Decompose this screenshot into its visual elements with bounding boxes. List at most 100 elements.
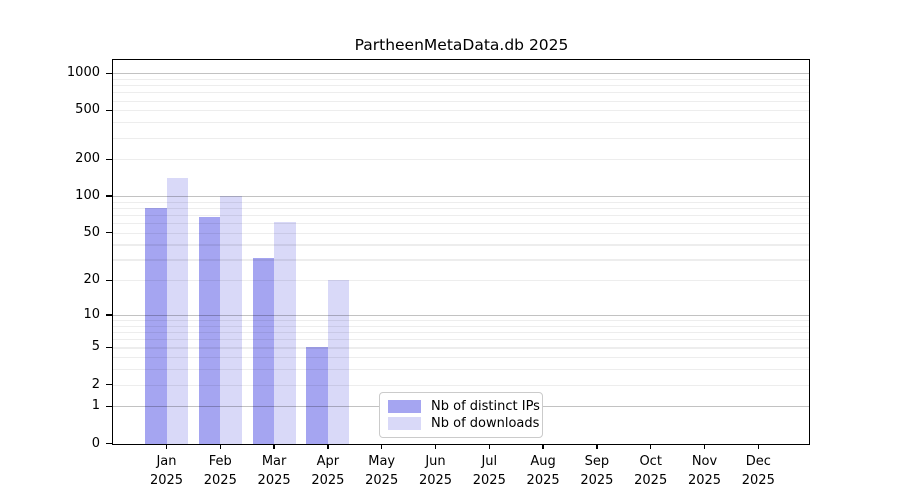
x-tick-year: 2025 [634, 472, 668, 488]
gridline-major [113, 314, 810, 317]
y-tick-mark [106, 346, 112, 349]
x-tick-mark [703, 444, 706, 449]
gridline-minor [113, 339, 810, 341]
y-tick-mark [106, 72, 112, 74]
legend-label-downloads: Nb of downloads [431, 416, 540, 431]
y-tick-mark [106, 383, 112, 386]
x-tick-year: 2025 [311, 472, 345, 488]
bar-distinct-ips-feb [198, 217, 221, 444]
y-tick-label: 2 [91, 376, 100, 392]
gridline-minor [113, 137, 810, 139]
x-tick-label-jun: Jun 2025 [408, 453, 464, 490]
y-tick-mark [106, 109, 112, 112]
y-tick-label: 100 [75, 188, 100, 204]
x-tick-label-dec: Dec 2025 [730, 453, 786, 490]
x-tick-year: 2025 [580, 472, 614, 488]
bar-downloads-jan [166, 177, 188, 444]
gridline-minor [113, 78, 810, 80]
y-tick-label: 10 [83, 306, 100, 322]
x-tick-mark [165, 444, 168, 449]
x-tick-mark [434, 444, 437, 449]
y-tick-mark [106, 158, 112, 160]
x-tick-year: 2025 [257, 472, 291, 488]
gridline-minor [113, 347, 810, 349]
gridline-minor [113, 325, 810, 327]
x-tick-label-feb: Feb 2025 [192, 453, 248, 490]
y-tick-label: 1 [91, 398, 100, 414]
gridline-minor [113, 384, 810, 386]
gridline-major [113, 73, 810, 75]
x-tick-mark [327, 444, 329, 449]
legend-swatch-downloads [388, 417, 421, 430]
gridline-minor [113, 357, 810, 359]
x-tick-month: Sep [584, 454, 610, 469]
x-tick-month: Mar [261, 454, 287, 469]
x-tick-month: Apr [316, 454, 340, 469]
y-tick-label: 5 [91, 339, 100, 355]
x-tick-month: Jul [481, 454, 498, 469]
gridline-minor [113, 215, 810, 217]
y-tick-label: 500 [75, 102, 100, 118]
x-tick-year: 2025 [203, 472, 237, 488]
gridline-minor [113, 223, 810, 225]
gridline-minor [113, 122, 810, 124]
x-tick-label-oct: Oct 2025 [623, 453, 679, 490]
y-tick-label: 20 [83, 272, 100, 288]
x-tick-label-apr: Apr 2025 [300, 453, 356, 490]
bar-downloads-apr [327, 280, 350, 444]
x-tick-mark [381, 444, 383, 449]
x-tick-label-jul: Jul 2025 [461, 453, 517, 490]
y-tick-mark [106, 279, 112, 282]
legend: Nb of distinct IPs Nb of downloads [379, 392, 543, 438]
x-tick-mark [596, 444, 598, 449]
gridline-minor [113, 110, 810, 112]
x-tick-mark [219, 444, 221, 449]
x-tick-year: 2025 [687, 472, 722, 488]
x-tick-month: Jun [425, 454, 446, 469]
gridline-minor [113, 259, 810, 261]
x-tick-label-nov: Nov 2025 [677, 453, 733, 490]
x-tick-month: Dec [745, 454, 771, 469]
gridline-minor [113, 100, 810, 102]
x-tick-month: Feb [208, 454, 232, 469]
gridline-minor [113, 244, 810, 246]
gridline-minor [113, 369, 810, 371]
chart-title: PartheenMetaData.db 2025 [354, 36, 569, 54]
bar-distinct-ips-apr [306, 347, 328, 444]
bar-distinct-ips-mar [252, 257, 275, 444]
gridline-major [113, 196, 810, 198]
gridline-minor [113, 232, 810, 234]
x-tick-month: Nov [691, 454, 718, 469]
x-tick-label-aug: Aug 2025 [515, 453, 571, 490]
bar-downloads-feb [220, 196, 242, 444]
x-tick-label-jan: Jan 2025 [139, 453, 195, 490]
gridline-minor [113, 280, 810, 282]
x-tick-mark [273, 444, 275, 449]
x-tick-month: May [368, 454, 396, 469]
x-tick-year: 2025 [365, 472, 399, 488]
gridline-minor [113, 85, 810, 87]
y-tick-mark [106, 314, 112, 316]
x-tick-mark [542, 444, 544, 449]
x-tick-label-sep: Sep 2025 [569, 453, 625, 490]
plot-area: Nb of distinct IPs Nb of downloads [113, 60, 810, 444]
gridline-minor [113, 201, 810, 203]
x-tick-mark [488, 444, 490, 449]
legend-swatch-distinct-ips [388, 400, 421, 413]
legend-entry-downloads: Nb of downloads [388, 416, 539, 431]
gridline-minor [113, 320, 810, 322]
x-tick-month: Jan [156, 454, 177, 469]
y-tick-mark [106, 232, 112, 234]
y-tick-mark [106, 405, 112, 408]
legend-label-distinct-ips: Nb of distinct IPs [431, 399, 540, 414]
y-tick-label: 50 [83, 224, 100, 240]
gridline-minor [113, 207, 810, 210]
y-tick-label: 200 [75, 151, 100, 167]
x-tick-month: Oct [639, 454, 662, 469]
bar-downloads-mar [274, 222, 296, 444]
y-tick-mark [106, 195, 112, 197]
bar-distinct-ips-jan [145, 208, 167, 444]
x-tick-year: 2025 [526, 472, 560, 488]
gridline-minor [113, 159, 810, 161]
